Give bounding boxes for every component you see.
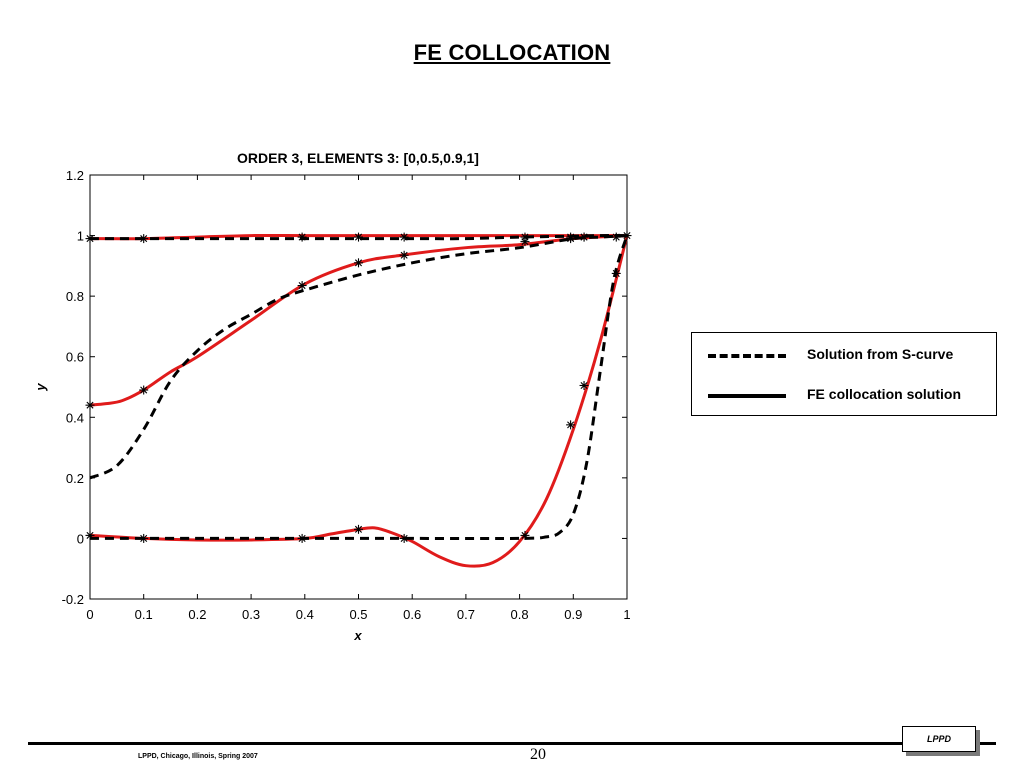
- s-curve-line: [90, 234, 628, 241]
- marker-stroke: [354, 259, 363, 267]
- legend-item-s-curve: Solution from S-curve: [692, 343, 996, 369]
- collocation-point-marker: [579, 232, 589, 242]
- marker-stroke: [521, 238, 529, 246]
- marker-stroke: [354, 525, 363, 533]
- legend-swatch-solid: [708, 394, 786, 398]
- y-tick-label: 0.2: [66, 471, 84, 486]
- y-tick-label: 1: [77, 229, 84, 244]
- marker-stroke: [400, 534, 408, 542]
- collocation-point-marker: [520, 530, 530, 540]
- collocation-point-marker: [297, 232, 307, 242]
- slide-title: FE COLLOCATION: [413, 40, 611, 65]
- collocation-point-marker: [579, 380, 589, 390]
- collocation-point-marker: [622, 231, 632, 241]
- y-tick-label: -0.2: [62, 592, 84, 607]
- page-number: 20: [530, 746, 546, 763]
- y-tick-label: 0.8: [66, 289, 84, 304]
- x-tick-label: 1: [623, 607, 630, 622]
- footer-text: LPPD, Chicago, Illinois, Spring 2007: [138, 753, 258, 760]
- marker-stroke: [612, 233, 620, 241]
- s-curve-line: [90, 235, 629, 541]
- marker-stroke: [298, 282, 306, 290]
- x-axis-label: x: [353, 628, 362, 643]
- marker-stroke: [86, 401, 94, 409]
- collocation-point-marker: [297, 281, 307, 291]
- collocation-point-marker: [139, 385, 149, 395]
- marker-stroke: [580, 381, 588, 390]
- marker-stroke: [354, 233, 363, 241]
- marker-stroke: [580, 233, 588, 241]
- marker-stroke: [400, 233, 408, 241]
- legend-label: Solution from S-curve: [807, 346, 954, 362]
- marker-stroke: [140, 534, 148, 542]
- y-tick-label: 0.6: [66, 350, 84, 365]
- marker-stroke: [298, 534, 306, 542]
- marker-stroke: [400, 251, 408, 259]
- x-tick-label: 0.9: [564, 607, 582, 622]
- y-tick-label: 0.4: [66, 410, 84, 425]
- collocation-point-marker: [354, 258, 363, 268]
- legend-label: FE collocation solution: [807, 386, 961, 402]
- marker-stroke: [298, 233, 306, 241]
- marker-stroke: [140, 386, 148, 394]
- collocation-point-marker: [139, 234, 149, 244]
- collocation-point-marker: [520, 237, 530, 247]
- legend-item-fe-collocation: FE collocation solution: [692, 383, 996, 409]
- chart-legend: Solution from S-curve FE collocation sol…: [691, 332, 997, 416]
- marker-stroke: [567, 235, 575, 243]
- x-tick-label: 0: [86, 607, 93, 622]
- marker-stroke: [521, 531, 529, 539]
- collocation-point-marker: [85, 400, 95, 410]
- collocation-point-marker: [399, 232, 409, 242]
- collocation-point-marker: [85, 234, 95, 244]
- collocation-point-marker: [297, 533, 307, 543]
- lppd-logo: LPPD: [902, 726, 976, 752]
- x-tick-label: 0.1: [135, 607, 153, 622]
- collocation-point-marker: [611, 268, 621, 278]
- collocation-markers: [85, 231, 632, 543]
- s-curve-line: [89, 234, 628, 480]
- collocation-point-marker: [611, 232, 621, 242]
- legend-swatch-dashed: [708, 354, 786, 358]
- collocation-point-marker: [354, 524, 363, 534]
- x-tick-label: 0.4: [296, 607, 314, 622]
- marker-stroke: [612, 269, 620, 277]
- fe-collocation-line: [89, 234, 628, 407]
- y-tick-label: 1.2: [66, 168, 84, 183]
- footer-divider: [28, 742, 996, 745]
- x-tick-label: 0.6: [403, 607, 421, 622]
- marker-stroke: [623, 232, 631, 240]
- x-tick-label: 0.7: [457, 607, 475, 622]
- collocation-point-marker: [566, 420, 576, 430]
- chart-title: ORDER 3, ELEMENTS 3: [0,0.5,0.9,1]: [237, 150, 479, 166]
- x-tick-label: 0.5: [349, 607, 367, 622]
- collocation-point-marker: [566, 234, 576, 244]
- y-tick-label: 0: [77, 531, 84, 546]
- x-tick-label: 0.2: [188, 607, 206, 622]
- collocation-point-marker: [85, 530, 95, 540]
- x-tick-label: 0.3: [242, 607, 260, 622]
- marker-stroke: [86, 531, 94, 539]
- collocation-point-marker: [139, 533, 149, 543]
- axis-ticks: 0 0.1 0.2 0.3 0.4 0.5 0.6 0.7 0.8 0.9 1-0.200.20.4…: [62, 168, 631, 622]
- marker-stroke: [86, 235, 94, 243]
- collocation-point-marker: [399, 533, 409, 543]
- marker-stroke: [140, 235, 148, 243]
- collocation-point-marker: [399, 250, 409, 260]
- x-tick-label: 0.8: [511, 607, 529, 622]
- y-axis-label: y: [33, 383, 48, 392]
- fe-collocation-line: [89, 235, 629, 568]
- marker-stroke: [567, 421, 575, 429]
- collocation-point-marker: [354, 232, 363, 242]
